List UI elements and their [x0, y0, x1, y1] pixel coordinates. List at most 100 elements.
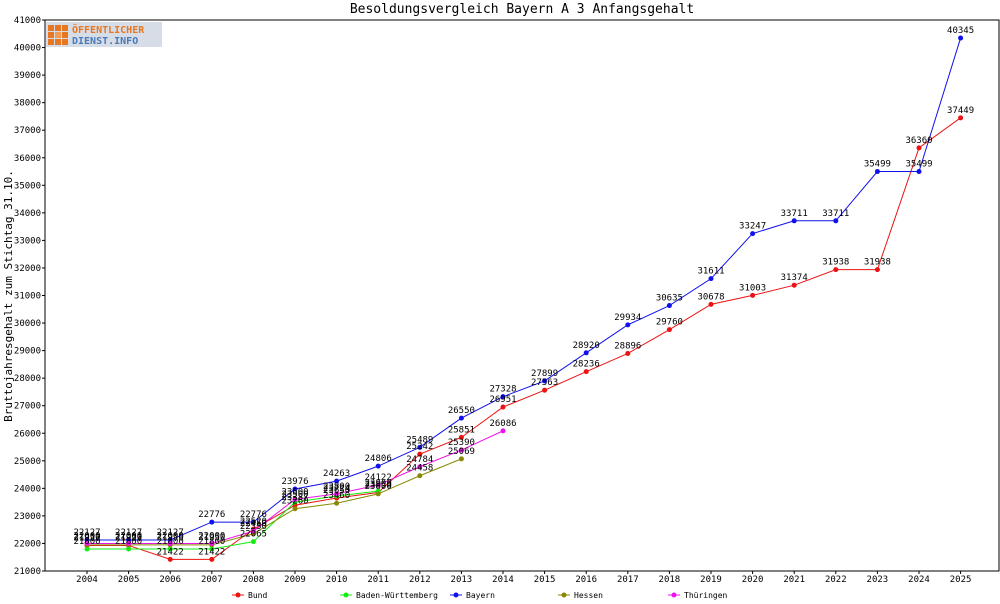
data-label: 24784	[406, 455, 433, 465]
y-axis-label: Bruttojahresgehalt zum Stichtag 31.10.	[2, 170, 15, 422]
series-line	[87, 490, 379, 550]
legend-label: Bund	[248, 591, 267, 600]
data-point	[209, 556, 215, 562]
data-label: 31938	[864, 258, 891, 268]
data-label: 28236	[573, 360, 600, 370]
y-tick-label: 28000	[14, 374, 41, 384]
data-label: 25390	[448, 438, 475, 448]
data-label: 31003	[739, 283, 766, 293]
data-point	[833, 267, 839, 273]
x-tick-label: 2022	[825, 575, 847, 585]
y-tick-label: 41000	[14, 16, 41, 26]
data-point	[84, 546, 90, 552]
data-point	[458, 447, 464, 453]
data-label: 22127	[115, 528, 142, 538]
data-label: 22127	[157, 528, 184, 538]
data-label: 21800	[73, 537, 100, 547]
x-tick-label: 2015	[534, 575, 556, 585]
data-point	[209, 540, 215, 546]
y-tick-label: 32000	[14, 264, 41, 274]
data-label: 27899	[531, 369, 558, 379]
data-point	[708, 301, 714, 307]
series-0	[84, 115, 964, 562]
series-line	[87, 37, 962, 541]
y-tick-label: 29000	[14, 347, 41, 357]
x-tick-label: 2020	[742, 575, 764, 585]
data-label: 21950	[73, 533, 100, 543]
y-tick-label: 39000	[14, 71, 41, 81]
data-label: 22000	[198, 531, 225, 541]
data-label-layer: 21927 21927 21422 21422 22520 23387 23650 23850…	[73, 26, 974, 557]
data-point	[500, 428, 506, 434]
data-point	[209, 519, 215, 525]
logo: ÖFFENTLICHER DIENST.INFO	[46, 22, 162, 47]
data-point	[417, 473, 423, 479]
legend-swatch-point	[343, 592, 349, 598]
data-point	[375, 482, 381, 488]
data-point	[334, 500, 340, 506]
data-point	[833, 218, 839, 224]
data-point	[334, 478, 340, 484]
legend-label: Hessen	[574, 591, 603, 600]
x-tick-label: 2006	[159, 575, 181, 585]
data-point	[250, 519, 256, 525]
data-label: 24122	[365, 473, 392, 483]
data-point	[958, 115, 964, 121]
data-label: 23850	[365, 480, 392, 490]
data-label: 21950	[198, 533, 225, 543]
data-label: 22000	[115, 531, 142, 541]
y-axis: 21000 22000 23000 24000 25000 26000 27000 28000…	[14, 16, 45, 577]
y-tick-label: 38000	[14, 99, 41, 109]
data-label: 33247	[739, 222, 766, 232]
data-point	[625, 322, 631, 328]
data-point	[458, 456, 464, 462]
data-label: 23976	[281, 477, 308, 487]
data-point	[209, 546, 215, 552]
y-tick-label: 23000	[14, 512, 41, 522]
data-point	[334, 491, 340, 497]
data-label: 23260	[281, 497, 308, 507]
series-4	[84, 428, 506, 546]
y-tick-label: 24000	[14, 484, 41, 494]
data-label: 22000	[157, 531, 184, 541]
data-label: 23500	[281, 490, 308, 500]
data-label: 23724	[323, 484, 350, 494]
data-point	[791, 282, 797, 288]
data-point	[500, 404, 506, 410]
data-label: 23800	[365, 482, 392, 492]
y-tick-label: 31000	[14, 292, 41, 302]
data-point	[84, 537, 90, 543]
data-point	[126, 540, 132, 546]
legend-label: Bayern	[466, 591, 495, 600]
data-label: 21927	[115, 533, 142, 543]
data-point	[458, 415, 464, 421]
data-label: 29760	[656, 318, 683, 328]
data-label: 23387	[281, 493, 308, 503]
data-point	[292, 496, 298, 502]
data-label: 21800	[157, 537, 184, 547]
data-label: 31938	[822, 258, 849, 268]
data-point	[791, 218, 797, 224]
data-label: 35499	[905, 160, 932, 170]
data-point	[750, 231, 756, 237]
data-label: 31611	[697, 267, 724, 277]
data-label: 37449	[947, 106, 974, 116]
data-label: 22127	[73, 528, 100, 538]
legend-swatch-point	[235, 592, 241, 598]
y-tick-label: 21000	[14, 567, 41, 577]
data-point	[167, 546, 173, 552]
series-line	[87, 458, 462, 546]
data-point	[708, 276, 714, 282]
data-label: 25489	[406, 435, 433, 445]
x-tick-label: 2021	[783, 575, 805, 585]
data-label: 36360	[905, 136, 932, 146]
x-tick-label: 2007	[201, 575, 223, 585]
data-point	[916, 169, 922, 175]
x-tick-label: 2005	[118, 575, 140, 585]
data-label: 24263	[323, 469, 350, 479]
data-point	[583, 350, 589, 356]
data-label: 28896	[614, 341, 641, 351]
data-label: 40345	[947, 26, 974, 36]
